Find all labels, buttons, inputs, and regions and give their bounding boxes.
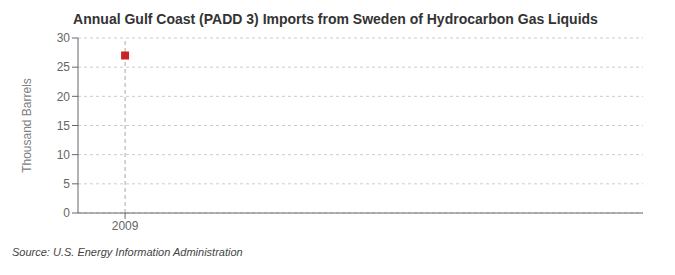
- svg-text:2009: 2009: [112, 219, 139, 233]
- html-text:Source: U.S. Energy Informatio: Source: U.S. Energy Information Administ…: [12, 246, 243, 258]
- svg-text:10: 10: [57, 148, 71, 162]
- html-text:Annual Gulf Coast (PADD 3) Imp: Annual Gulf Coast (PADD 3) Imports from …: [73, 11, 598, 27]
- svg-text:25: 25: [57, 60, 71, 74]
- svg-text:Thousand Barrels: Thousand Barrels: [20, 78, 34, 173]
- svg-text:20: 20: [57, 90, 71, 104]
- svg-text:15: 15: [57, 119, 71, 133]
- svg-text:30: 30: [57, 31, 71, 45]
- svg-text:0: 0: [63, 206, 70, 220]
- svg-text:5: 5: [63, 177, 70, 191]
